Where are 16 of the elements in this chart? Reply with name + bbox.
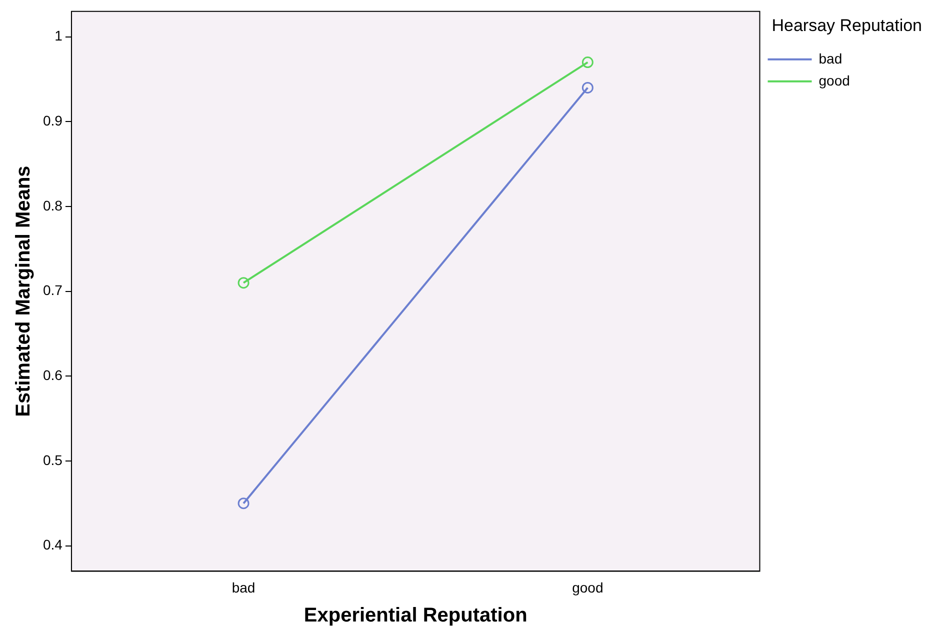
y-tick-label: 0.6: [42, 366, 63, 383]
y-tick-label: 0.5: [42, 452, 63, 468]
legend-title: Hearsay Reputation: [772, 16, 922, 36]
y-axis-title: Estimated Marginal Means: [12, 166, 35, 417]
legend-label: good: [818, 72, 850, 88]
point: [582, 56, 594, 68]
y-tick-label: 0.9: [42, 112, 63, 129]
legend-label: bad: [818, 50, 842, 66]
y-tick-label: 1: [54, 28, 63, 44]
point: [582, 82, 594, 94]
y-tick-label: 0.8: [42, 197, 63, 214]
y-tick-label: 0.4: [42, 536, 63, 553]
x-axis-title: Experiential Reputation: [304, 604, 528, 627]
point: [238, 498, 250, 510]
point: [238, 277, 250, 289]
y-tick-label: 0.7: [42, 282, 63, 298]
